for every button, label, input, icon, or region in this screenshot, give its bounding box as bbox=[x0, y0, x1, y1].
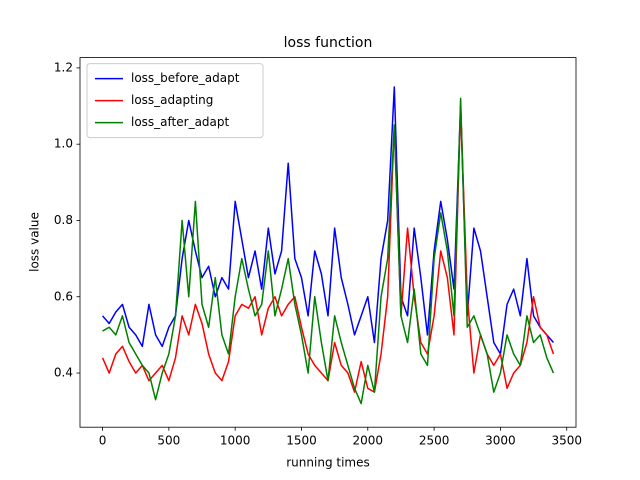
x-tick-label: 1500 bbox=[286, 434, 317, 448]
legend-label: loss_adapting bbox=[131, 93, 213, 107]
x-axis-label: running times bbox=[286, 456, 369, 470]
legend-label: loss_before_adapt bbox=[131, 71, 240, 85]
y-tick-label: 0.4 bbox=[54, 366, 73, 380]
x-tick-label: 0 bbox=[99, 434, 107, 448]
x-tick-label: 500 bbox=[157, 434, 180, 448]
plot-frame bbox=[79, 57, 577, 428]
chart-title: loss function bbox=[284, 35, 373, 51]
y-tick-label: 1.0 bbox=[54, 137, 73, 151]
series-line bbox=[102, 97, 555, 405]
legend-label: loss_after_adapt bbox=[131, 115, 230, 129]
y-tick-label: 1.2 bbox=[54, 60, 73, 74]
series-line bbox=[101, 86, 555, 355]
x-tick-label: 2500 bbox=[419, 434, 450, 448]
x-tick-label: 3000 bbox=[485, 434, 516, 448]
x-tick-label: 3500 bbox=[551, 434, 582, 448]
y-tick-label: 0.6 bbox=[54, 289, 73, 303]
y-tick-label: 0.8 bbox=[54, 213, 73, 227]
legend-box bbox=[86, 63, 264, 139]
y-axis-label: loss value bbox=[28, 212, 42, 272]
x-tick-label: 1000 bbox=[220, 434, 251, 448]
x-tick-label: 2000 bbox=[353, 434, 384, 448]
